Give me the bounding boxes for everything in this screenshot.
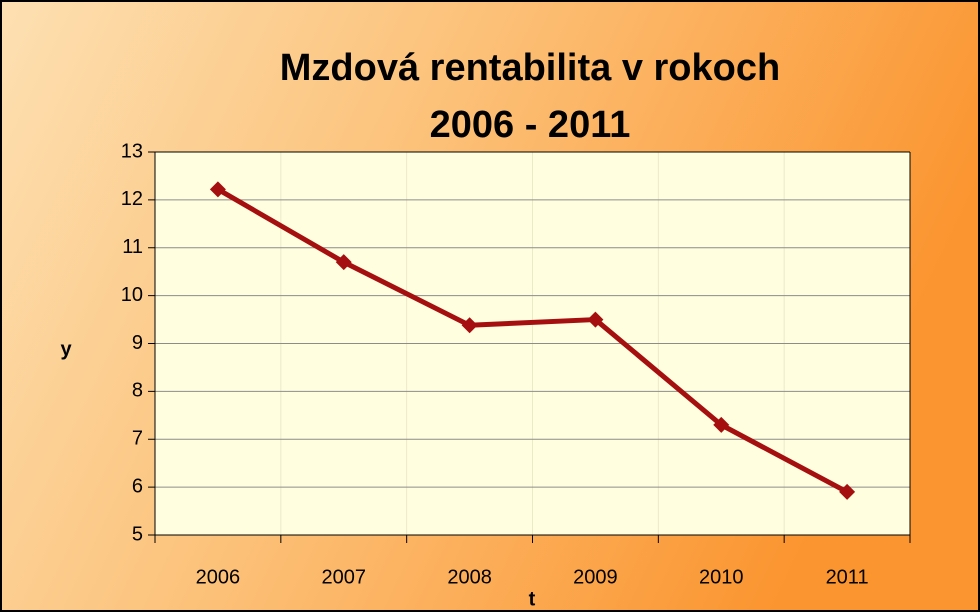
y-tick-label: 5 [132, 523, 143, 545]
x-tick-label: 2007 [322, 566, 367, 588]
x-axis-title: t [529, 588, 536, 610]
data-point [839, 483, 856, 500]
y-tick-label: 7 [132, 428, 143, 450]
data-point [587, 311, 604, 328]
data-point [461, 317, 478, 334]
data-point [713, 416, 730, 433]
data-point [209, 181, 226, 198]
x-tick-label: 2008 [447, 566, 492, 588]
x-tick-label: 2006 [196, 566, 241, 588]
x-tick-label: 2010 [699, 566, 744, 588]
chart-title: Mzdová rentabilita v rokoch [280, 47, 780, 89]
y-tick-label: 12 [121, 188, 143, 210]
x-tick-label: 2011 [826, 566, 869, 588]
y-tick-label: 11 [122, 236, 143, 258]
chart-title: 2006 - 2011 [430, 104, 631, 146]
x-tick-label: 2009 [573, 566, 618, 588]
y-tick-label: 6 [132, 475, 143, 497]
y-tick-label: 10 [121, 284, 143, 306]
data-line [216, 187, 849, 495]
y-axis-title: y [60, 338, 72, 360]
y-tick-label: 13 [121, 140, 143, 162]
y-tick-label: 8 [132, 380, 143, 402]
data-point [335, 254, 352, 271]
y-tick-label: 9 [132, 332, 143, 354]
